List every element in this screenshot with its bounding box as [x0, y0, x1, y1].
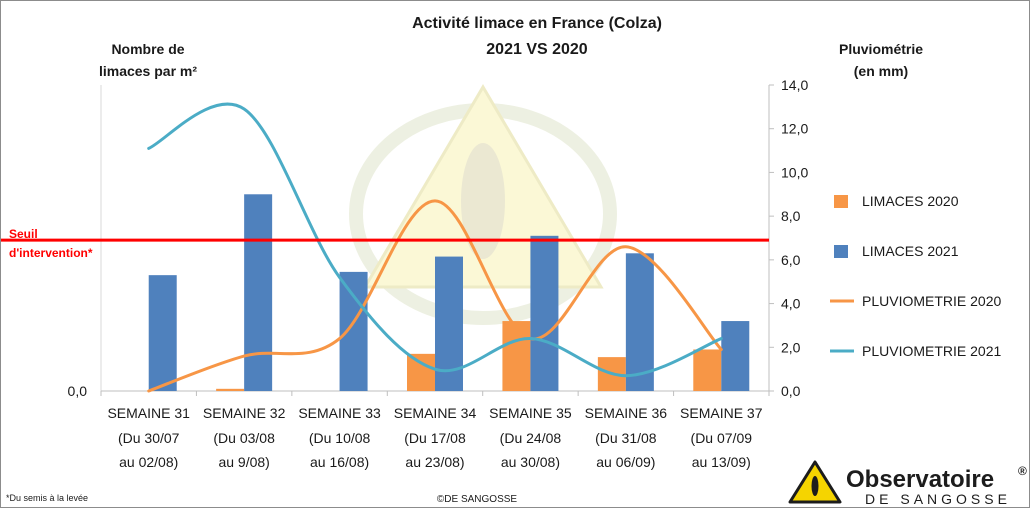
series-line	[147, 199, 723, 393]
threshold-label-line1: Seuil	[9, 227, 38, 241]
bar	[407, 353, 435, 391]
legend: LIMACES 2020 LIMACES 2021 PLUVIOMETRIE 202…	[830, 193, 1001, 359]
copyright: ©DE SANGOSSE	[437, 494, 517, 505]
threshold: Seuil d'intervention*	[1, 227, 769, 260]
x-tick-label-week: SEMAINE 35	[489, 405, 572, 421]
bar	[339, 271, 368, 391]
threshold-label-line2: d'intervention*	[9, 246, 93, 260]
legend-swatch	[834, 195, 848, 208]
logo-registered: ®	[1018, 464, 1027, 478]
watermark-logo	[349, 84, 617, 325]
legend-label: PLUVIOMETRIE 2021	[862, 343, 1001, 359]
x-tick-label-week: SEMAINE 37	[680, 405, 763, 421]
lines	[147, 102, 723, 393]
bar	[625, 253, 654, 391]
y2-axis-title-line2: (en mm)	[854, 63, 908, 79]
bar	[502, 321, 531, 391]
x-tick-label-dates: au 06/09)	[596, 454, 655, 470]
y-axis-title-line1: Nombre de	[111, 41, 184, 57]
chart-title: Activité limace en France (Colza)	[412, 15, 662, 32]
x-tick-label-dates: au 13/09)	[692, 454, 751, 470]
y-axis-title: Nombre de limaces par m²	[99, 41, 197, 79]
x-tick-label-dates: au 16/08)	[310, 454, 369, 470]
bar	[721, 321, 750, 391]
y2-tick-label: 14,0	[781, 77, 808, 93]
bar	[244, 194, 273, 391]
y2-tick-label: 8,0	[781, 208, 801, 224]
observatoire-logo: Observatoire ® DE SANGOSSE	[788, 460, 1027, 507]
bar	[148, 275, 177, 391]
legend-label: LIMACES 2020	[862, 193, 959, 209]
bar	[216, 388, 245, 391]
logo-subtitle: DE SANGOSSE	[865, 491, 1011, 507]
x-tick-label-dates: au 23/08)	[405, 454, 464, 470]
x-tick-label-week: SEMAINE 32	[203, 405, 286, 421]
logo-slug-icon	[811, 476, 819, 496]
x-tick-label-dates: (Du 24/08	[500, 430, 562, 446]
series-line	[147, 102, 723, 378]
bar	[530, 235, 559, 391]
y2-tick-label: 4,0	[781, 296, 801, 312]
y2-tick-label: 0,0	[781, 383, 801, 399]
x-axis-labels: SEMAINE 31 (Du 30/07 au 02/08) SEMAINE 32 (D…	[107, 405, 762, 470]
axes: 0,0 0,0 2,0 4,0 6,0 8,0 10,0 12,0 14,0	[68, 77, 809, 399]
legend-label: LIMACES 2021	[862, 243, 959, 259]
x-tick-label-dates: au 9/08)	[218, 454, 269, 470]
y2-tick-label: 2,0	[781, 339, 801, 355]
y2-axis-title: Pluviométrie (en mm)	[839, 41, 923, 79]
x-tick-label-week: SEMAINE 33	[298, 405, 381, 421]
footnote: *Du semis à la levée	[6, 493, 88, 503]
chart-subtitle: 2021 VS 2020	[486, 41, 588, 58]
x-tick-label-dates: (Du 30/07	[118, 430, 180, 446]
y2-axis-title-line1: Pluviométrie	[839, 41, 923, 57]
bar	[693, 349, 722, 391]
x-tick-label-dates: (Du 10/08	[309, 430, 371, 446]
legend-swatch	[834, 245, 848, 258]
x-tick-label-week: SEMAINE 34	[394, 405, 477, 421]
x-tick-label-week: SEMAINE 36	[585, 405, 668, 421]
x-tick-label-dates: (Du 17/08	[404, 430, 466, 446]
y2-tick-label: 10,0	[781, 164, 808, 180]
y2-tick-label: 12,0	[781, 121, 808, 137]
y-tick-label: 0,0	[68, 383, 88, 399]
x-tick-label-dates: au 30/08)	[501, 454, 560, 470]
logo-name: Observatoire	[846, 466, 994, 493]
legend-label: PLUVIOMETRIE 2020	[862, 293, 1001, 309]
y-axis-title-line2: limaces par m²	[99, 63, 197, 79]
x-tick-label-dates: (Du 31/08	[595, 430, 657, 446]
x-tick-label-dates: (Du 07/09	[691, 430, 753, 446]
x-tick-label-dates: au 02/08)	[119, 454, 178, 470]
x-tick-label-dates: (Du 03/08	[213, 430, 275, 446]
y2-tick-label: 6,0	[781, 252, 801, 268]
x-tick-label-week: SEMAINE 31	[107, 405, 190, 421]
